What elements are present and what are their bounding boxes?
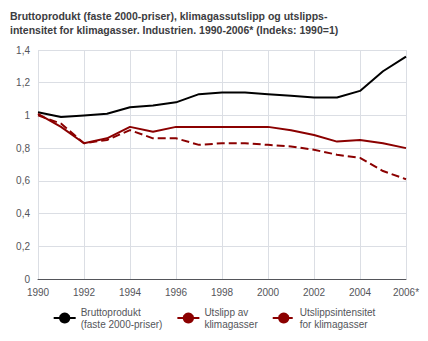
svg-text:2004: 2004: [349, 287, 372, 298]
svg-text:Utslippsintensitet: Utslippsintensitet: [300, 307, 376, 318]
svg-text:1: 1: [24, 110, 30, 121]
svg-text:2002: 2002: [303, 287, 326, 298]
svg-text:0,6: 0,6: [16, 175, 30, 186]
svg-text:0,4: 0,4: [16, 208, 30, 219]
svg-text:2006*: 2006*: [393, 287, 419, 298]
svg-text:1990: 1990: [27, 287, 50, 298]
svg-text:1992: 1992: [73, 287, 96, 298]
svg-text:1996: 1996: [165, 287, 188, 298]
svg-text:0,2: 0,2: [16, 241, 30, 252]
svg-text:2000: 2000: [257, 287, 280, 298]
svg-text:Utslipp av: Utslipp av: [204, 307, 248, 318]
svg-text:Bruttoprodukt (faste 2000-pris: Bruttoprodukt (faste 2000-priser), klima…: [10, 10, 328, 22]
svg-text:1,4: 1,4: [16, 45, 30, 56]
svg-text:intensitet for klimagasser. In: intensitet for klimagasser. Industrien. …: [10, 24, 338, 36]
svg-text:Bruttoprodukt: Bruttoprodukt: [81, 307, 141, 318]
svg-text:0: 0: [24, 274, 30, 285]
svg-text:1,2: 1,2: [16, 77, 30, 88]
svg-text:(faste 2000-priser): (faste 2000-priser): [81, 319, 163, 330]
svg-text:for klimagasser: for klimagasser: [300, 319, 368, 330]
svg-text:klimagasser: klimagasser: [204, 319, 258, 330]
svg-text:1994: 1994: [119, 287, 142, 298]
svg-text:0,8: 0,8: [16, 143, 30, 154]
svg-text:1998: 1998: [211, 287, 234, 298]
